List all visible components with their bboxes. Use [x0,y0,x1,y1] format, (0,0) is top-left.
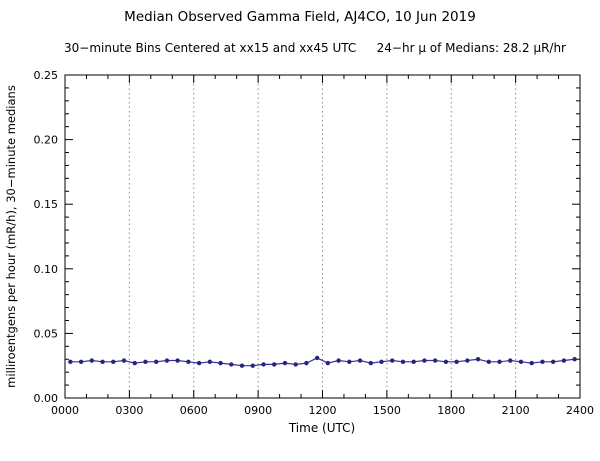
svg-text:0600: 0600 [180,404,208,417]
svg-text:0900: 0900 [244,404,272,417]
svg-text:0.15: 0.15 [34,198,59,211]
svg-text:1500: 1500 [373,404,401,417]
svg-text:2100: 2100 [502,404,530,417]
svg-text:2400: 2400 [566,404,594,417]
svg-text:0.05: 0.05 [34,327,59,340]
svg-text:0300: 0300 [115,404,143,417]
svg-text:0.25: 0.25 [34,69,59,82]
y-axis-label: milliroentgens per hour (mR/h), 30−minut… [4,85,18,388]
svg-text:0.10: 0.10 [34,263,59,276]
chart-subtitle-mean: 24−hr μ of Medians: 28.2 μR/hr [377,41,566,55]
plot-area: 0000 0300 0600 0900 1200 1500 1800 2100 2400 0.00… [34,69,595,417]
svg-text:0000: 0000 [51,404,79,417]
svg-text:0.20: 0.20 [34,134,59,147]
svg-text:1800: 1800 [437,404,465,417]
x-axis-label: Time (UTC) [288,421,355,435]
chart-subtitle-bins: 30−minute Bins Centered at xx15 and xx45… [64,41,356,55]
chart-title: Median Observed Gamma Field, AJ4CO, 10 J… [124,9,476,25]
svg-text:1200: 1200 [309,404,337,417]
svg-text:0.00: 0.00 [34,392,59,405]
